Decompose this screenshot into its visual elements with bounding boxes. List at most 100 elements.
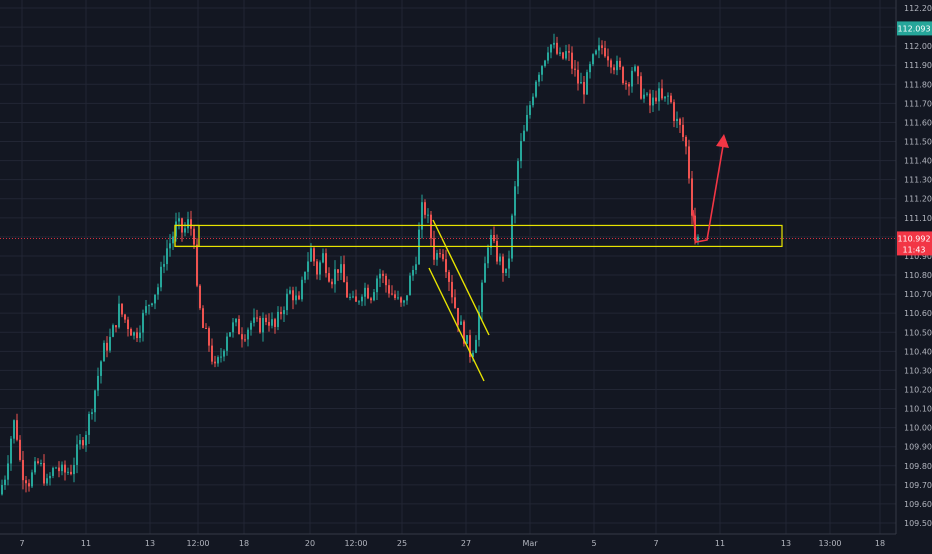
candle-body [382,273,384,276]
candle-body [178,218,180,222]
candle-body [520,141,522,162]
candle-body [631,70,633,87]
high-price-label: 112.093 [897,24,930,33]
y-tick-label: 110.500 [904,328,932,337]
candle-body [169,243,171,249]
y-tick-label: 111.300 [904,176,932,185]
candle-body [199,285,201,309]
candle-body [286,293,288,311]
y-tick-label: 110.700 [904,290,932,299]
candle-body [661,88,663,99]
projection-arrow-line[interactable] [692,139,725,243]
candle-body [334,269,336,285]
candle-body [217,357,219,364]
candle-body [118,303,120,328]
candle-body [193,228,195,245]
candle-body [664,96,666,99]
candle-body [253,317,255,323]
candle-body [544,60,546,67]
candle-body [235,318,237,323]
candle-body [58,467,60,472]
candle-body [121,303,123,315]
candle-body [673,102,675,121]
candle-body [358,301,360,303]
candle-body [367,287,369,299]
candle-body [340,264,342,273]
candle-body [379,273,381,279]
candle-body [79,440,81,445]
candle-body [361,296,363,302]
candle-body [565,51,567,59]
candle-body [109,336,111,351]
candle-body [304,271,306,280]
x-tick-label: 7 [19,539,24,548]
candle-body [646,93,648,95]
candle-body [223,350,225,357]
candle-body [202,308,204,328]
y-tick-label: 109.700 [904,481,932,490]
candle-body [364,287,366,297]
candle-body [19,439,21,460]
candle-body [460,321,462,325]
candle-body [484,263,486,283]
candle-body [259,317,261,333]
x-tick-label: 12:00 [344,539,367,548]
y-tick-label: 111.200 [904,195,932,204]
candle-body [442,254,444,260]
candle-body [76,444,78,465]
candle-body [397,297,399,299]
candle-body [115,325,117,328]
resistance-zone-box[interactable] [174,224,200,248]
candle-body [22,459,24,481]
y-tick-label: 111.600 [904,118,932,127]
candle-body [496,240,498,262]
candle-body [604,47,606,57]
candle-body [697,236,699,241]
candle-body [517,161,519,187]
channel-line-lower[interactable] [428,267,485,382]
candle-body [46,478,48,484]
candle-body [649,93,651,106]
candle-body [289,290,291,294]
candle-body [133,332,135,336]
candle-body [472,352,474,357]
candle-body [328,273,330,282]
candle-body [112,325,114,337]
candle-body [64,464,66,473]
y-tick-label: 109.600 [904,500,932,509]
candle-body [283,310,285,315]
candle-body [652,97,654,106]
candle-body [319,262,321,275]
candle-body [523,130,525,142]
candle-body [388,285,390,294]
candle-body [151,303,153,306]
candle-body [97,375,99,391]
candle-body [154,294,156,304]
candle-body [346,282,348,298]
candle-body [634,66,636,71]
y-tick-label: 110.200 [904,385,932,394]
candle-body [142,312,144,333]
candles [1,33,699,496]
candle-body [175,221,177,237]
candle-body [583,82,585,95]
candle-body [616,60,618,71]
annotations [0,134,896,382]
candle-body [208,328,210,346]
x-tick-label: 18 [239,539,249,548]
candle-body [538,74,540,82]
candle-body [28,483,30,487]
candle-body [478,312,480,340]
candle-body [433,238,435,260]
candle-body [511,215,513,259]
x-tick-label: 5 [591,539,596,548]
y-tick-label: 109.800 [904,462,932,471]
candle-body [574,68,576,70]
candle-body [226,336,228,351]
arrow-head-icon [716,134,729,148]
channel-line-upper[interactable] [432,219,490,336]
candle-body [352,296,354,298]
candle-body [307,261,309,272]
